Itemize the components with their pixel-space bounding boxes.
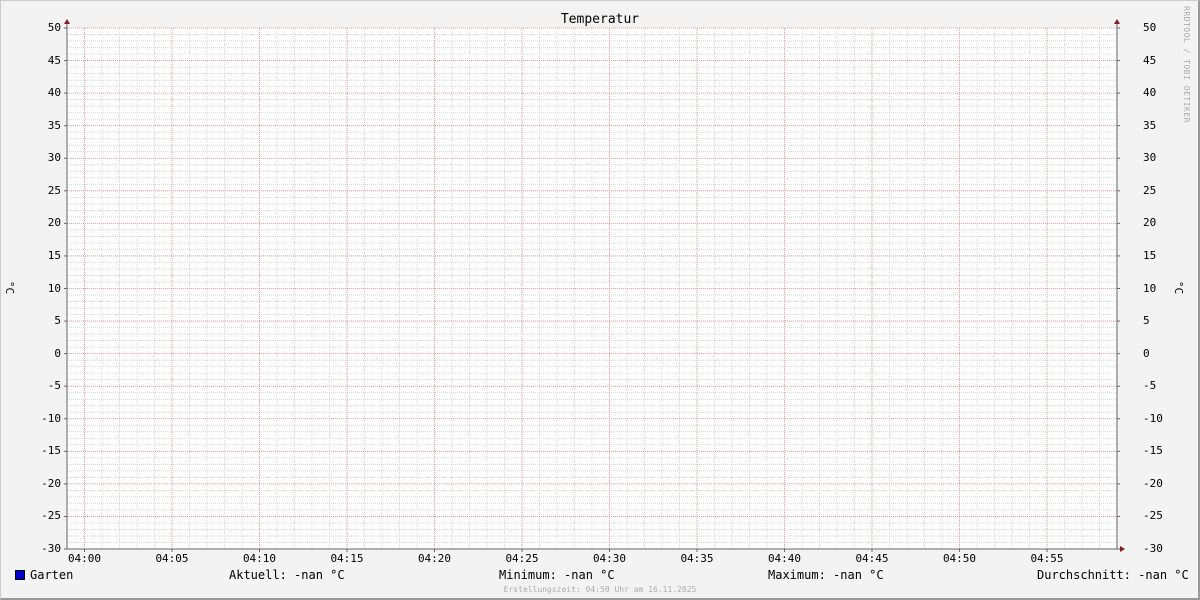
y-tick-label: -15 bbox=[41, 444, 61, 458]
y-tick-label-right: -15 bbox=[1143, 444, 1163, 458]
x-tick-label: 04:40 bbox=[767, 552, 802, 565]
x-tick-label: 04:35 bbox=[680, 552, 714, 565]
y-axis-label-right: °C bbox=[1172, 280, 1186, 295]
creation-time: Erstellungszeit: 04:50 Uhr am 16.11.2025 bbox=[503, 585, 697, 594]
x-tick-label: 04:20 bbox=[417, 552, 452, 565]
y-tick-label: 35 bbox=[47, 118, 61, 132]
y-tick-label: 10 bbox=[47, 281, 61, 295]
y-tick-label: 40 bbox=[47, 86, 61, 100]
y-tick-label-right: 30 bbox=[1143, 151, 1157, 165]
y-tick-label: 5 bbox=[54, 314, 61, 328]
y-axis-label-left: °C bbox=[3, 280, 17, 295]
y-tick-label-right: 10 bbox=[1143, 281, 1157, 295]
y-tick-label: 50 bbox=[47, 21, 61, 34]
x-tick-label: 04:30 bbox=[592, 552, 627, 565]
y-tick-label-right: -30 bbox=[1143, 542, 1163, 555]
y-tick-label-right: 35 bbox=[1143, 118, 1157, 132]
chart-title: Temperatur bbox=[560, 12, 640, 27]
x-tick-label: 04:05 bbox=[155, 552, 189, 565]
x-tick-label: 04:15 bbox=[330, 552, 364, 565]
y-tick-label: -25 bbox=[41, 509, 61, 523]
y-axis-arrow bbox=[64, 19, 70, 24]
legend-swatch-garten bbox=[15, 570, 25, 580]
y-tick-label-right: -5 bbox=[1143, 379, 1157, 393]
legend-average: Durchschnitt: -nan °C bbox=[1037, 568, 1189, 582]
y-tick-label: -10 bbox=[41, 411, 61, 425]
y-tick-label: -30 bbox=[41, 542, 61, 555]
x-axis-arrow bbox=[1120, 546, 1125, 552]
y-tick-label-right: 20 bbox=[1143, 216, 1157, 230]
x-tick-label: 04:55 bbox=[1030, 552, 1064, 565]
y-tick-label: -5 bbox=[47, 379, 61, 393]
y-tick-label: 20 bbox=[47, 216, 61, 230]
y-tick-label-right: 15 bbox=[1143, 248, 1157, 262]
legend-current: Aktuell: -nan °C bbox=[229, 568, 345, 582]
y-tick-label: 30 bbox=[47, 151, 61, 165]
y-axis-right-arrow bbox=[1114, 19, 1120, 24]
y-tick-label-right: 50 bbox=[1143, 21, 1157, 34]
y-tick-label-right: 0 bbox=[1143, 346, 1150, 360]
y-tick-label-right: 25 bbox=[1143, 183, 1157, 197]
y-tick-label-right: -10 bbox=[1143, 411, 1163, 425]
y-tick-label: -20 bbox=[41, 476, 61, 490]
x-tick-label: 04:00 bbox=[67, 552, 102, 565]
y-tick-label-right: -25 bbox=[1143, 509, 1163, 523]
y-tick-label-right: 45 bbox=[1143, 53, 1157, 67]
x-tick-label: 04:50 bbox=[942, 552, 977, 565]
y-tick-label-right: -20 bbox=[1143, 476, 1163, 490]
x-tick-label: 04:25 bbox=[505, 552, 539, 565]
x-tick-label: 04:10 bbox=[242, 552, 277, 565]
watermark: RRDTOOL / TOBI OETIKER bbox=[1182, 6, 1191, 123]
y-tick-label: 25 bbox=[47, 183, 61, 197]
y-tick-label: 0 bbox=[54, 346, 61, 360]
y-tick-label-right: 5 bbox=[1143, 314, 1150, 328]
legend-series-name: Garten bbox=[30, 568, 74, 582]
y-tick-label: 45 bbox=[47, 53, 61, 67]
legend-maximum: Maximum: -nan °C bbox=[768, 568, 884, 582]
y-tick-label-right: 40 bbox=[1143, 86, 1157, 100]
legend-minimum: Minimum: -nan °C bbox=[499, 568, 615, 582]
x-tick-label: 04:45 bbox=[855, 552, 889, 565]
y-tick-label: 15 bbox=[47, 248, 61, 262]
